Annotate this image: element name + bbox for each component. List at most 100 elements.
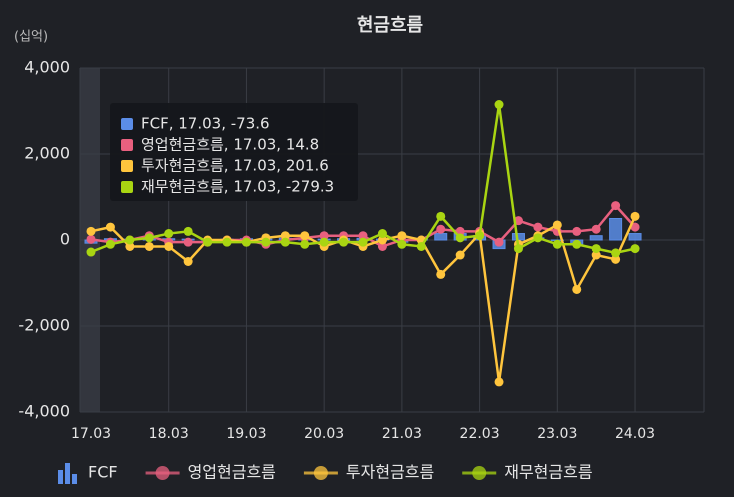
legend-icon	[472, 466, 487, 480]
tooltip-swatch	[121, 118, 133, 130]
point	[630, 244, 640, 254]
legend-icon	[313, 466, 328, 480]
point	[300, 231, 310, 241]
point	[397, 231, 407, 241]
x-tick-label: 19.03	[226, 426, 266, 442]
y-tick-label: -2,000	[18, 316, 70, 335]
point	[533, 233, 543, 243]
point	[397, 239, 407, 249]
x-tick-label: 18.03	[149, 426, 189, 442]
point	[572, 226, 582, 236]
point	[513, 244, 523, 254]
point	[552, 239, 562, 249]
point	[533, 222, 543, 232]
bar	[609, 218, 623, 241]
point	[105, 239, 115, 249]
point	[222, 237, 232, 247]
legend-icon	[65, 463, 70, 484]
point	[475, 231, 485, 241]
point	[591, 224, 601, 234]
point	[86, 226, 96, 236]
chart-title: 현금흐름	[357, 15, 423, 36]
point	[436, 224, 446, 234]
point	[572, 284, 582, 294]
point	[494, 237, 504, 247]
y-tick-label: 4,000	[24, 58, 70, 77]
tooltip-swatch	[121, 181, 133, 193]
tooltip-text: 영업현금흐름, 17.03, 14.8	[141, 136, 319, 154]
point	[455, 250, 465, 260]
point	[591, 250, 601, 260]
point	[183, 237, 193, 247]
legend-label: 영업현금흐름	[188, 463, 276, 482]
point	[436, 269, 446, 279]
y-tick-label: 0	[60, 230, 70, 249]
point	[241, 237, 251, 247]
point	[125, 241, 135, 251]
legend-icon	[155, 466, 170, 480]
x-tick-label: 22.03	[460, 426, 500, 442]
point	[611, 201, 621, 211]
legend-icon	[58, 470, 63, 484]
point	[319, 231, 329, 241]
point	[611, 254, 621, 264]
point	[183, 257, 193, 266]
point	[630, 222, 640, 232]
tooltip-swatch	[121, 160, 133, 172]
bar	[589, 235, 603, 241]
point	[183, 226, 193, 236]
bar	[628, 233, 642, 241]
x-tick-label: 20.03	[304, 426, 344, 442]
point	[339, 237, 349, 247]
legend-label: FCF	[88, 463, 118, 482]
y-tick-label: -4,000	[18, 402, 70, 421]
tooltip-swatch	[121, 139, 133, 151]
point	[572, 239, 582, 249]
y-tick-label: 2,000	[24, 144, 70, 163]
tooltip	[110, 103, 358, 201]
point	[86, 247, 96, 257]
point	[203, 237, 213, 247]
tooltip-text: FCF, 17.03, -73.6	[141, 115, 270, 133]
point	[455, 233, 465, 243]
point	[358, 231, 368, 241]
x-tick-label: 24.03	[615, 426, 655, 442]
point	[300, 239, 310, 249]
point	[164, 229, 174, 239]
tooltip-text: 재무현금흐름, 17.03, -279.3	[141, 178, 334, 196]
y-unit-label: (십억)	[14, 30, 48, 45]
point	[261, 237, 271, 247]
point	[319, 237, 329, 247]
point	[125, 235, 135, 245]
point	[494, 100, 504, 110]
point	[164, 241, 174, 251]
legend-label: 투자현금흐름	[346, 463, 434, 482]
legend-item: FCF	[58, 463, 118, 484]
point	[591, 244, 601, 254]
point	[358, 237, 368, 247]
x-tick-label: 21.03	[382, 426, 422, 442]
legend-icon	[72, 474, 77, 484]
point	[630, 211, 640, 221]
bar	[434, 233, 448, 241]
legend-label: 재무현금흐름	[504, 463, 592, 482]
point	[436, 211, 446, 221]
point	[416, 241, 426, 251]
x-tick-label: 17.03	[71, 426, 111, 442]
x-tick-label: 23.03	[537, 426, 577, 442]
legend-item: 재무현금흐름	[462, 463, 593, 482]
point	[144, 233, 154, 243]
point	[552, 220, 562, 230]
point	[377, 235, 387, 245]
legend-item: 영업현금흐름	[145, 463, 276, 482]
tooltip-text: 투자현금흐름, 17.03, 201.6	[141, 157, 329, 175]
point	[144, 241, 154, 251]
point	[611, 248, 621, 258]
point	[86, 234, 96, 244]
point	[377, 241, 387, 251]
point	[377, 229, 387, 239]
legend-item: 투자현금흐름	[303, 463, 434, 482]
bar	[511, 233, 525, 241]
